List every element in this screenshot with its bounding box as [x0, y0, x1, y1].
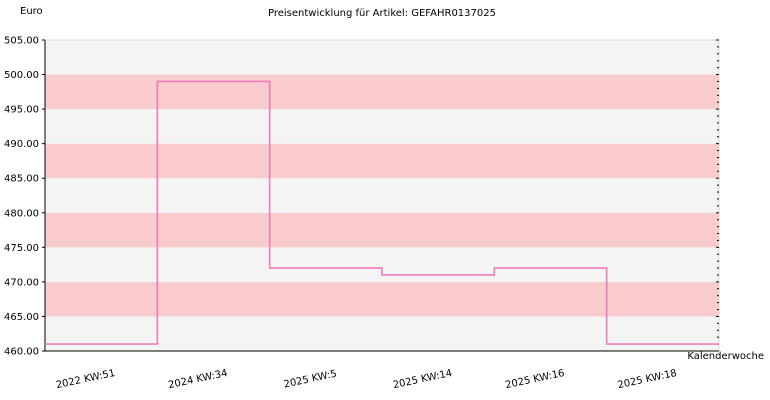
- y-tick-label: 475.00: [4, 243, 39, 254]
- data-point: [662, 343, 664, 345]
- x-tick-label: 2022 KW:51: [55, 368, 116, 391]
- grid-band: [45, 143, 719, 179]
- grid-band: [45, 247, 719, 282]
- data-point: [325, 267, 327, 269]
- grid-band: [45, 178, 719, 213]
- y-tick-label: 500.00: [4, 70, 39, 81]
- grid-band: [45, 74, 719, 110]
- grid-band: [45, 316, 719, 351]
- x-axis-label: Kalenderwoche: [687, 351, 764, 362]
- grid-band: [45, 212, 719, 248]
- x-ticks: 2022 KW:51 2024 KW:34 2025 KW:5 2025 KW:14 2…: [55, 368, 678, 391]
- x-tick-label: 2025 KW:18: [617, 368, 678, 391]
- grid-bands: [45, 40, 719, 351]
- data-point: [437, 274, 439, 276]
- data-point: [100, 343, 102, 345]
- y-tick-label: 480.00: [4, 208, 39, 219]
- y-tick-label: 495.00: [4, 105, 39, 116]
- grid-band: [45, 40, 719, 75]
- y-tick-label: 470.00: [4, 277, 39, 288]
- y-ticks: 460.00 465.00 470.00 475.00 480.00 485.00 490.…: [4, 36, 719, 358]
- x-tick-label: 2025 KW:5: [283, 369, 338, 391]
- series-line: [45, 80, 719, 345]
- data-point: [549, 267, 552, 269]
- y-tick-label: 485.00: [4, 174, 39, 185]
- data-point: [212, 80, 215, 83]
- x-tick-label: 2025 KW:16: [504, 368, 565, 391]
- y-axis-label: Euro: [20, 6, 43, 17]
- x-tick-label: 2025 KW:14: [392, 368, 453, 391]
- y-tick-label: 505.00: [4, 36, 39, 47]
- series: [45, 80, 719, 345]
- y-tick-label: 460.00: [4, 347, 39, 358]
- axes: [44, 39, 720, 352]
- y-tick-label: 465.00: [4, 312, 39, 323]
- grid-band: [45, 109, 719, 144]
- y-tick-label: 490.00: [4, 139, 39, 150]
- grid-band: [45, 281, 719, 317]
- x-tick-label: 2024 KW:34: [167, 368, 228, 391]
- chart-title: Preisentwicklung für Artikel: GEFAHR0137…: [268, 8, 496, 19]
